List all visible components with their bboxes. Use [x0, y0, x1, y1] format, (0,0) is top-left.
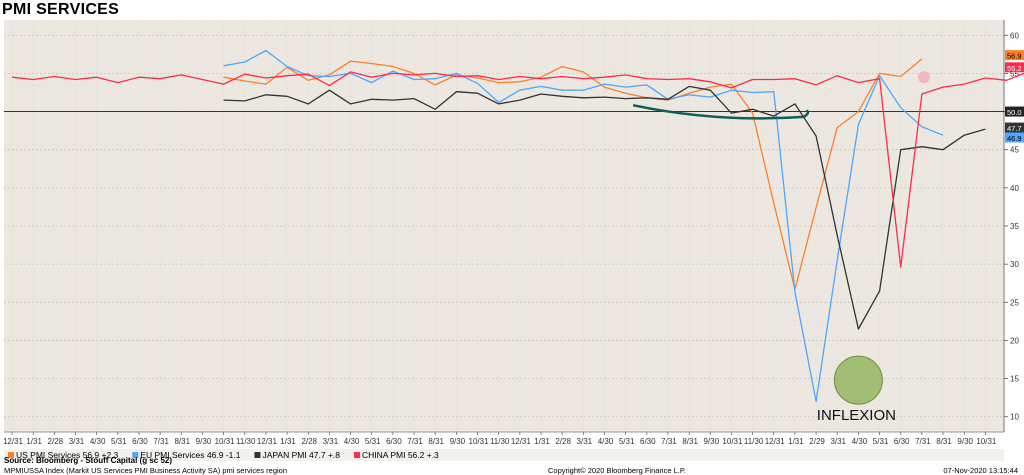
- legend-swatch-us: [8, 452, 14, 458]
- x-tick-label: 10/31: [976, 437, 997, 446]
- china-highlight-dot: [917, 71, 930, 84]
- x-tick-label: 11/30: [236, 437, 256, 446]
- x-tick-label: 8/31: [936, 437, 952, 446]
- y-tick-label: 45: [1010, 146, 1019, 155]
- series-line-china: [11, 71, 1024, 268]
- last-value-tag-eu: 46.9: [1007, 134, 1022, 143]
- y-tick-label: 15: [1010, 375, 1019, 384]
- legend-label-us: US PMI Services 56.9 +2.3: [16, 450, 119, 460]
- last-value-tag-us-bg: [1005, 50, 1024, 61]
- last-value-tag-china-bg: [1005, 62, 1024, 73]
- x-tick-label: 2/28: [555, 437, 571, 446]
- x-tick-label: 12/31: [765, 437, 786, 446]
- x-tick-label: 10/31: [469, 437, 490, 446]
- inflexion-label: INFLEXION: [817, 407, 896, 424]
- last-value-tag-japan: 47.7: [1007, 124, 1022, 133]
- x-tick-label: 1/31: [26, 437, 42, 446]
- x-tick-label: 2/28: [48, 437, 64, 446]
- index-description: MPMIUSSA Index (Markit US Services PMI B…: [4, 466, 287, 475]
- x-tick-label: 7/31: [407, 437, 423, 446]
- x-tick-label: 9/30: [450, 437, 466, 446]
- legend-swatch-eu: [132, 452, 139, 458]
- timestamp: 07-Nov-2020 13:15:44: [943, 466, 1018, 475]
- x-tick-label: 4/30: [90, 437, 106, 446]
- x-tick-label: 3/31: [69, 437, 85, 446]
- chart-title: PMI SERVICES: [2, 1, 120, 18]
- x-tick-label: 10/31: [215, 437, 236, 446]
- legend-swatch-china: [354, 452, 361, 458]
- x-tick-label: 9/30: [196, 437, 212, 446]
- x-tick-label: 3/31: [323, 437, 339, 446]
- trend-line: [632, 104, 810, 120]
- x-tick-label: 7/31: [661, 437, 677, 446]
- legend-label-eu: EU PMI Services 46.9 -1.1: [140, 450, 240, 460]
- y-tick-label: 35: [1010, 222, 1019, 231]
- x-tick-label: 2/29: [809, 437, 825, 446]
- x-tick-label: 2/28: [301, 437, 317, 446]
- x-tick-label: 3/31: [830, 437, 846, 446]
- x-tick-label: 5/31: [619, 437, 635, 446]
- series-line-us: [223, 58, 923, 290]
- x-tick-label: 1/31: [280, 437, 296, 446]
- x-tick-label: 9/30: [957, 437, 973, 446]
- series-line-japan: [223, 85, 986, 330]
- y-tick-label: 40: [1010, 184, 1019, 193]
- y-tick-label: 10: [1010, 413, 1019, 422]
- legend-box: [4, 449, 1004, 461]
- last-value-tag-us: 56.9: [1007, 52, 1022, 61]
- x-tick-label: 1/31: [534, 437, 550, 446]
- last-value-tag-reference: 50.0: [1007, 108, 1022, 117]
- x-tick-label: 8/31: [682, 437, 698, 446]
- x-tick-label: 10/31: [722, 437, 743, 446]
- x-tick-label: 8/31: [174, 437, 190, 446]
- legend-swatch-japan: [254, 452, 261, 458]
- y-tick-label: 20: [1010, 336, 1019, 345]
- last-value-tag-china: 56.2: [1007, 64, 1022, 73]
- copyright-note: Copyright© 2020 Bloomberg Finance L.P.: [548, 466, 686, 475]
- y-tick-label: 55: [1010, 69, 1019, 78]
- x-tick-label: 5/31: [873, 437, 889, 446]
- y-tick-label: 60: [1010, 31, 1019, 40]
- x-tick-label: 3/31: [577, 437, 593, 446]
- x-tick-label: 7/31: [915, 437, 931, 446]
- x-tick-label: 12/31: [257, 437, 278, 446]
- series-line-eu: [223, 49, 944, 403]
- legend-label-china: CHINA PMI 56.2 +.3: [362, 450, 439, 460]
- x-tick-label: 8/31: [428, 437, 444, 446]
- last-value-tag-japan-bg: [1005, 122, 1024, 133]
- x-tick-label: 4/30: [852, 437, 868, 446]
- x-tick-label: 1/31: [788, 437, 804, 446]
- x-tick-label: 4/30: [598, 437, 614, 446]
- x-tick-label: 5/31: [111, 437, 127, 446]
- x-tick-label: 11/30: [490, 437, 510, 446]
- x-tick-label: 12/31: [3, 437, 24, 446]
- x-tick-label: 9/30: [703, 437, 719, 446]
- x-tick-label: 7/31: [153, 437, 169, 446]
- x-tick-label: 6/30: [894, 437, 910, 446]
- source-note: Source: Bloomberg - Stouff Capital (g sc…: [4, 456, 173, 465]
- legend-label-japan: JAPAN PMI 47.7 +.8: [262, 450, 340, 460]
- x-tick-label: 6/30: [640, 437, 656, 446]
- x-tick-label: 6/30: [386, 437, 402, 446]
- x-tick-label: 11/30: [744, 437, 764, 446]
- y-tick-label: 25: [1010, 298, 1019, 307]
- last-value-tag-reference-bg: [1005, 106, 1024, 117]
- last-value-tag-eu-bg: [1005, 132, 1024, 143]
- x-tick-label: 5/31: [365, 437, 381, 446]
- x-tick-label: 12/31: [511, 437, 532, 446]
- x-tick-label: 6/30: [132, 437, 148, 446]
- y-tick-label: 30: [1010, 260, 1019, 269]
- x-tick-label: 4/30: [344, 437, 360, 446]
- inflexion-circle: [833, 355, 883, 405]
